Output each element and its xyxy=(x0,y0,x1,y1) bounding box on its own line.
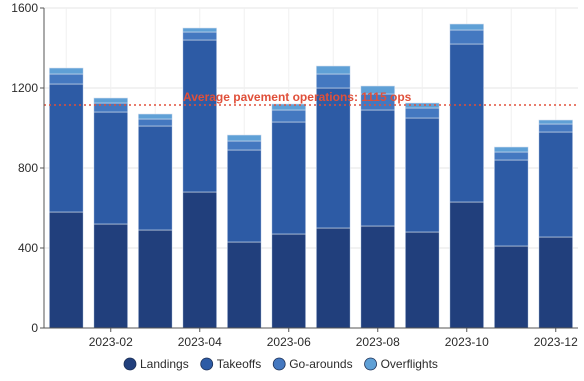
bar-stack-2023-03 xyxy=(138,113,173,329)
y-tick-label: 0 xyxy=(31,321,38,335)
bar-landings-2023-09 xyxy=(405,231,440,329)
x-tick-label: 2023-02 xyxy=(89,335,133,349)
bar-landings-2023-03 xyxy=(138,229,173,329)
axes: 0 400 800 1200 1600 2023-02 2023-04 2023-06 2023… xyxy=(11,1,578,349)
y-tick-label: 1600 xyxy=(11,1,38,15)
bar-takeoffs-2023-09 xyxy=(405,117,440,233)
bar-takeoffs-2023-01 xyxy=(49,83,84,213)
bar-go-arounds-2023-05 xyxy=(227,140,262,151)
bar-overflights-2023-08 xyxy=(360,85,395,95)
x-tick-label: 2023-10 xyxy=(445,335,489,349)
legend-swatch xyxy=(200,357,214,371)
legend-swatch xyxy=(364,357,377,371)
bar-go-arounds-2023-12 xyxy=(538,123,573,133)
bar-landings-2023-08 xyxy=(360,225,395,329)
legend-item-landings: Landings xyxy=(123,357,189,371)
x-tick-label: 2023-08 xyxy=(356,335,400,349)
bar-go-arounds-2023-03 xyxy=(138,118,173,127)
bar-landings-2023-04 xyxy=(182,191,217,329)
bar-go-arounds-2023-06 xyxy=(271,109,306,123)
bar-stack-2023-04 xyxy=(182,27,217,329)
bar-landings-2023-10 xyxy=(449,201,484,329)
bar-go-arounds-2023-11 xyxy=(494,151,529,161)
x-tick-label: 2023-06 xyxy=(267,335,311,349)
y-tick-label: 800 xyxy=(18,161,38,175)
bar-landings-2023-05 xyxy=(227,241,262,329)
bar-takeoffs-2023-04 xyxy=(182,39,217,193)
bar-overflights-2023-03 xyxy=(138,113,173,120)
legend-label: Go-arounds xyxy=(289,357,352,371)
bar-overflights-2023-05 xyxy=(227,134,262,142)
bar-go-arounds-2023-09 xyxy=(405,107,440,119)
bar-takeoffs-2023-07 xyxy=(316,87,351,229)
x-tick-label: 2023-04 xyxy=(178,335,222,349)
bar-landings-2023-02 xyxy=(93,223,128,329)
legend-item-overflights: Overflights xyxy=(364,357,438,371)
bar-overflights-2023-11 xyxy=(494,146,529,153)
legend: Landings Takeoffs Go-arounds Overflights xyxy=(123,357,438,371)
x-tick-label: 2023-12 xyxy=(534,335,578,349)
bar-overflights-2023-06 xyxy=(271,103,306,111)
legend-label: Overflights xyxy=(381,357,438,371)
bar-stack-2023-08 xyxy=(360,85,395,329)
legend-item-go-arounds: Go-arounds xyxy=(272,357,353,371)
average-reference-label: Average pavement operations: 1115 ops xyxy=(183,90,412,104)
y-tick-label: 400 xyxy=(18,241,38,255)
bar-takeoffs-2023-06 xyxy=(271,121,306,235)
bar-takeoffs-2023-10 xyxy=(449,43,484,203)
bar-stack-2023-09 xyxy=(405,102,440,329)
bar-takeoffs-2023-03 xyxy=(138,125,173,231)
bar-go-arounds-2023-01 xyxy=(49,73,84,85)
bar-overflights-2023-10 xyxy=(449,23,484,31)
bar-takeoffs-2023-11 xyxy=(494,159,529,247)
bar-overflights-2023-12 xyxy=(538,119,573,125)
bar-stack-2023-02 xyxy=(93,97,128,329)
bar-overflights-2023-04 xyxy=(182,27,217,33)
bar-overflights-2023-07 xyxy=(316,65,351,75)
bar-go-arounds-2023-04 xyxy=(182,31,217,41)
bar-go-arounds-2023-10 xyxy=(449,29,484,45)
bar-stack-2023-07 xyxy=(316,65,351,329)
bars xyxy=(49,23,573,329)
bar-go-arounds-2023-07 xyxy=(316,73,351,89)
bar-landings-2023-06 xyxy=(271,233,306,329)
bar-landings-2023-12 xyxy=(538,236,573,329)
bar-takeoffs-2023-02 xyxy=(93,111,128,225)
bar-overflights-2023-01 xyxy=(49,67,84,75)
legend-swatch xyxy=(272,357,286,371)
bar-stack-2023-12 xyxy=(538,119,573,329)
bar-stack-2023-01 xyxy=(49,67,84,329)
bar-stack-2023-05 xyxy=(227,134,262,329)
reference-line-group: Average pavement operations: 1115 ops xyxy=(44,90,578,106)
legend-label: Landings xyxy=(140,357,189,371)
bar-landings-2023-11 xyxy=(494,245,529,329)
bar-takeoffs-2023-08 xyxy=(360,109,395,227)
bar-landings-2023-01 xyxy=(49,211,84,329)
bar-stack-2023-10 xyxy=(449,23,484,329)
bar-takeoffs-2023-05 xyxy=(227,149,262,243)
bar-stack-2023-06 xyxy=(271,103,306,329)
legend-swatch xyxy=(123,357,137,371)
bar-takeoffs-2023-12 xyxy=(538,131,573,238)
bar-stack-2023-11 xyxy=(494,146,529,329)
bar-overflights-2023-02 xyxy=(93,97,128,104)
legend-item-takeoffs: Takeoffs xyxy=(200,357,261,371)
bar-landings-2023-07 xyxy=(316,227,351,329)
y-tick-label: 1200 xyxy=(11,81,38,95)
legend-label: Takeoffs xyxy=(217,357,261,371)
